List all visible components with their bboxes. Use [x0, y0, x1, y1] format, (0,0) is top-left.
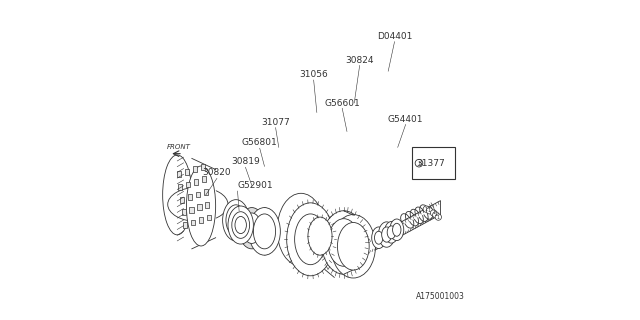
Ellipse shape — [385, 221, 398, 243]
Text: G56801: G56801 — [242, 138, 278, 147]
Polygon shape — [193, 166, 196, 172]
Text: 31077: 31077 — [261, 118, 290, 127]
Polygon shape — [200, 164, 205, 170]
Text: G52901: G52901 — [237, 181, 273, 190]
Ellipse shape — [248, 208, 280, 255]
Polygon shape — [196, 192, 200, 197]
Text: 30819: 30819 — [231, 157, 260, 166]
Polygon shape — [199, 217, 203, 223]
Ellipse shape — [277, 193, 324, 266]
Ellipse shape — [308, 217, 332, 255]
Circle shape — [415, 159, 423, 167]
Polygon shape — [179, 184, 182, 190]
Ellipse shape — [239, 208, 265, 249]
Polygon shape — [324, 227, 334, 277]
Polygon shape — [264, 208, 270, 255]
Ellipse shape — [253, 214, 276, 249]
Polygon shape — [191, 220, 195, 225]
Ellipse shape — [226, 205, 246, 236]
Polygon shape — [205, 202, 209, 208]
Polygon shape — [207, 215, 211, 220]
Polygon shape — [202, 177, 206, 182]
Polygon shape — [192, 158, 216, 249]
Polygon shape — [204, 189, 208, 195]
Ellipse shape — [186, 166, 216, 246]
Ellipse shape — [328, 219, 360, 266]
Polygon shape — [189, 207, 193, 213]
Ellipse shape — [223, 200, 249, 241]
Polygon shape — [194, 179, 198, 185]
Text: 30824: 30824 — [346, 56, 374, 65]
Circle shape — [423, 206, 429, 212]
Text: 1: 1 — [425, 207, 428, 212]
Text: 1: 1 — [428, 208, 431, 213]
Text: G54401: G54401 — [388, 115, 424, 124]
Polygon shape — [177, 172, 181, 177]
Text: 31056: 31056 — [300, 70, 328, 79]
Ellipse shape — [163, 155, 192, 235]
Ellipse shape — [372, 227, 386, 249]
Text: 31377: 31377 — [417, 159, 445, 168]
Ellipse shape — [392, 223, 401, 236]
Ellipse shape — [337, 222, 369, 270]
Ellipse shape — [168, 187, 228, 221]
Circle shape — [430, 210, 436, 216]
Ellipse shape — [287, 203, 334, 276]
Text: 1: 1 — [432, 211, 435, 215]
Polygon shape — [185, 169, 189, 175]
Ellipse shape — [228, 206, 253, 244]
Text: 1: 1 — [436, 215, 440, 220]
Ellipse shape — [390, 219, 404, 241]
Polygon shape — [183, 222, 188, 228]
Text: A175001003: A175001003 — [415, 292, 465, 301]
Text: 1: 1 — [434, 212, 437, 217]
Text: G56601: G56601 — [324, 99, 360, 108]
Text: FRONT: FRONT — [166, 144, 191, 150]
Circle shape — [426, 208, 433, 214]
Ellipse shape — [232, 212, 250, 238]
Ellipse shape — [374, 231, 383, 244]
Polygon shape — [182, 210, 186, 215]
Bar — [412, 147, 455, 179]
Ellipse shape — [381, 227, 392, 242]
Polygon shape — [180, 197, 184, 203]
Text: 30820: 30820 — [203, 168, 231, 178]
Circle shape — [435, 214, 442, 220]
Ellipse shape — [387, 226, 396, 239]
Ellipse shape — [243, 213, 261, 244]
Polygon shape — [364, 201, 440, 256]
Circle shape — [433, 212, 439, 218]
Ellipse shape — [378, 222, 395, 247]
Ellipse shape — [235, 216, 246, 234]
Text: 1: 1 — [417, 161, 420, 166]
Polygon shape — [197, 204, 202, 210]
Polygon shape — [188, 194, 192, 200]
Ellipse shape — [331, 215, 376, 278]
Ellipse shape — [321, 211, 366, 274]
Text: D04401: D04401 — [377, 32, 412, 41]
Ellipse shape — [294, 214, 326, 265]
Polygon shape — [186, 181, 191, 187]
Ellipse shape — [229, 210, 243, 231]
